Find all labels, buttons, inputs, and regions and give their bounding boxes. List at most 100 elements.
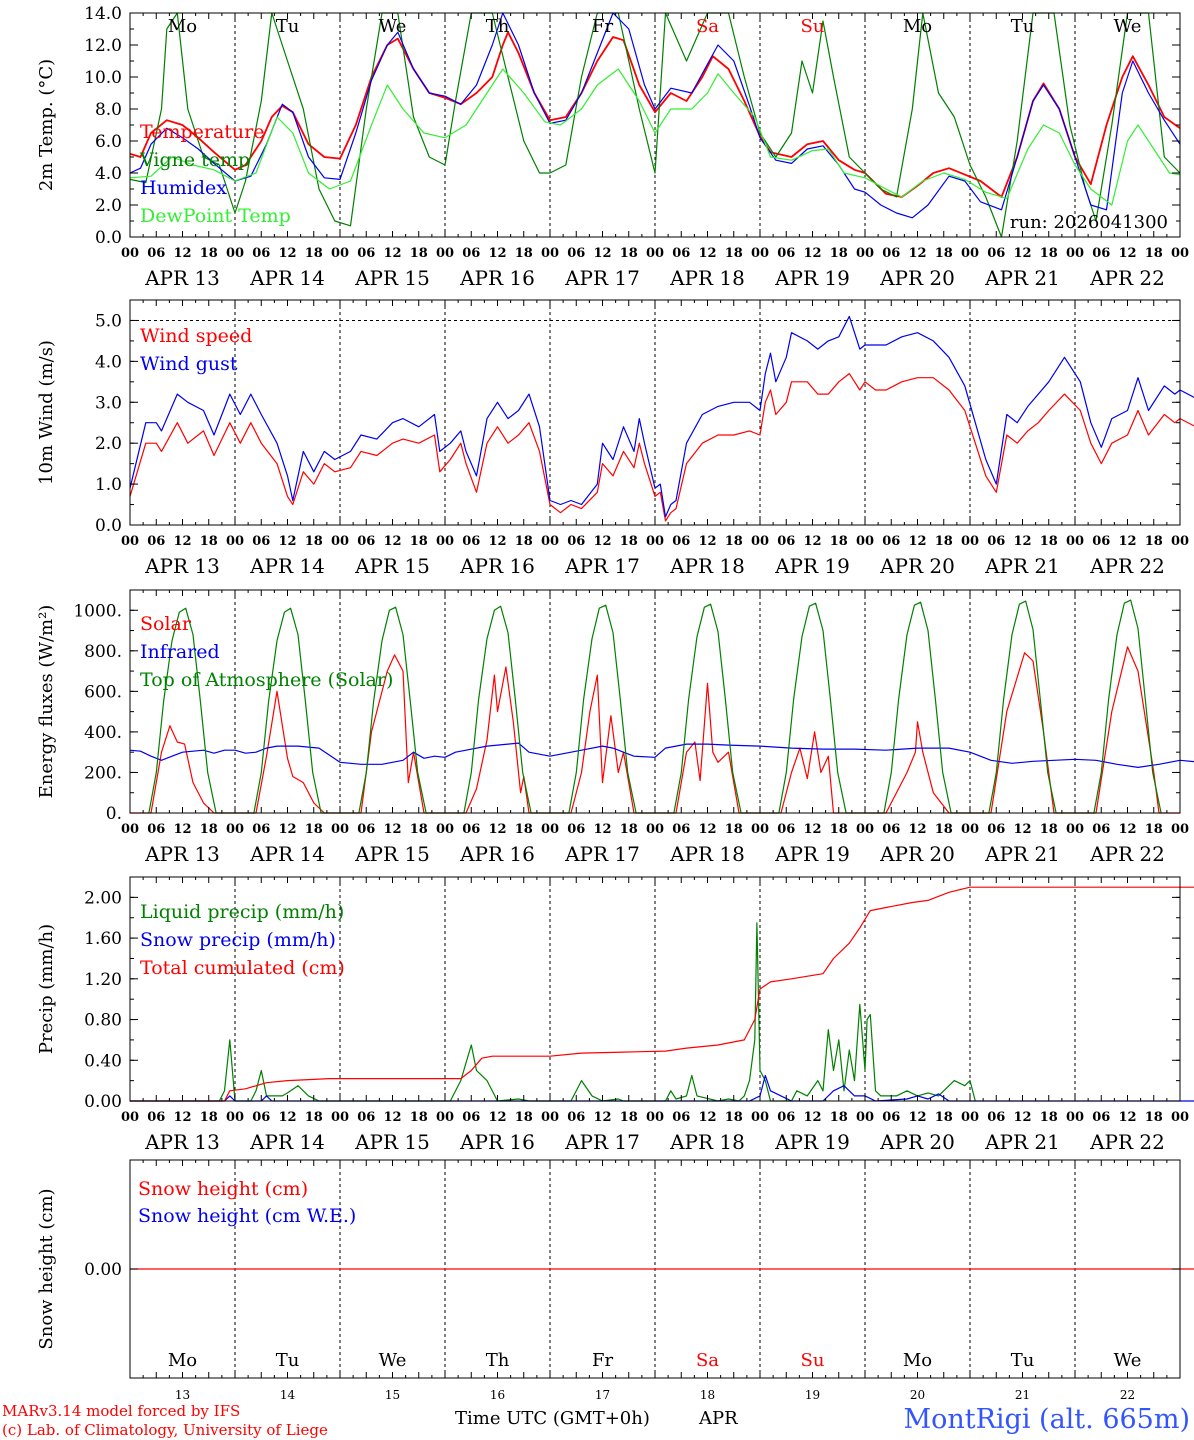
hour-tick-label: 12	[593, 246, 611, 261]
y-tick-label: 0.0	[95, 228, 122, 248]
hour-tick-label: 00	[646, 1110, 664, 1125]
date-label: APR 16	[459, 554, 535, 578]
hour-tick-label: 18	[620, 822, 638, 837]
hour-tick-label: 00	[1066, 822, 1084, 837]
weekday-label: Mo	[903, 1350, 932, 1371]
hour-tick-label: 12	[488, 1110, 506, 1125]
weekday-label: Th	[486, 16, 510, 37]
hour-tick-label: 00	[961, 246, 979, 261]
hour-tick-label: 06	[672, 534, 690, 549]
y-tick-label: 200.	[84, 763, 122, 783]
date-label: APR 14	[249, 842, 325, 866]
panel-1: 0.0 2.0 4.0 6.0 8.0 10.0 12.0 14.0 2m Temp. (°C)…	[36, 4, 1189, 290]
hour-tick-label: 06	[882, 246, 900, 261]
hour-tick-label: 06	[567, 822, 585, 837]
hour-tick-label: 00	[436, 246, 454, 261]
y-tick-label: 1.60	[84, 929, 122, 949]
hour-tick-label: 06	[147, 822, 165, 837]
weekday-label: Mo	[168, 1350, 197, 1371]
panel-5: 0.00 Snow height (cm) Snow height (cm) Snow…	[36, 1159, 1194, 1402]
date-label: APR 17	[564, 266, 640, 290]
hour-tick-label: 18	[410, 1110, 428, 1125]
hour-tick-label: 12	[278, 822, 296, 837]
date-label: APR 20	[879, 266, 955, 290]
hour-tick-label: 18	[410, 534, 428, 549]
hour-tick-label: 12	[383, 1110, 401, 1125]
hour-tick-label: 18	[200, 246, 218, 261]
date-label: APR 22	[1089, 1130, 1165, 1154]
hour-tick-label: 06	[672, 246, 690, 261]
hour-tick-label: 18	[515, 1110, 533, 1125]
date-label: APR 21	[984, 266, 1060, 290]
hour-tick-label: 18	[515, 246, 533, 261]
day-number: 13	[175, 1388, 190, 1402]
day-number: 16	[490, 1388, 505, 1402]
series-line-snow-precip-mm-h-	[130, 1074, 1194, 1102]
hour-tick-label: 12	[173, 246, 191, 261]
date-label: APR 13	[144, 842, 220, 866]
y-axis-label: Snow height (cm)	[36, 1188, 57, 1349]
date-label: APR 14	[249, 266, 325, 290]
day-number: 19	[805, 1388, 820, 1402]
hour-tick-label: 00	[961, 822, 979, 837]
weekday-label: Tu	[1011, 16, 1035, 37]
hour-tick-label: 12	[908, 246, 926, 261]
date-label: APR 15	[354, 1130, 430, 1154]
date-label: APR 18	[669, 842, 745, 866]
date-label: APR 19	[774, 554, 850, 578]
y-axis-label: 2m Temp. (°C)	[36, 59, 57, 191]
y-tick-label: 0.80	[84, 1011, 122, 1031]
hour-tick-label: 06	[357, 246, 375, 261]
y-tick-label: 1.20	[84, 970, 122, 990]
date-label: APR 19	[774, 266, 850, 290]
hour-tick-label: 00	[541, 534, 559, 549]
date-label: APR 15	[354, 554, 430, 578]
hour-tick-label: 12	[803, 246, 821, 261]
series-line-solar	[130, 646, 1180, 814]
hour-tick-label: 00	[226, 1110, 244, 1125]
hour-tick-label: 00	[331, 1110, 349, 1125]
run-annotation: run: 2026041300	[1010, 212, 1168, 233]
date-label: APR 14	[249, 1130, 325, 1154]
weekday-label: Th	[486, 1350, 510, 1371]
date-label: APR 16	[459, 1130, 535, 1154]
hour-tick-label: 00	[121, 534, 139, 549]
hour-tick-label: 00	[121, 1110, 139, 1125]
hour-tick-label: 06	[462, 1110, 480, 1125]
weekday-label: Su	[801, 16, 825, 37]
hour-tick-label: 18	[830, 1110, 848, 1125]
hour-tick-label: 06	[567, 1110, 585, 1125]
hour-tick-label: 12	[698, 1110, 716, 1125]
hour-tick-label: 00	[331, 534, 349, 549]
panel-2: 0.0 1.0 2.0 3.0 4.0 5.0 10m Wind (m/s) Wind spe…	[36, 299, 1194, 578]
hour-tick-label: 06	[567, 246, 585, 261]
date-label: APR 21	[984, 842, 1060, 866]
hour-tick-label: 06	[987, 1110, 1005, 1125]
series-line-dewpoint-temp	[129, 68, 1181, 206]
series-line-total-cumulated-cm-	[130, 886, 1194, 1102]
hour-tick-label: 18	[305, 246, 323, 261]
day-number: 15	[385, 1388, 400, 1402]
hour-tick-label: 00	[541, 246, 559, 261]
hour-tick-label: 18	[305, 822, 323, 837]
hour-tick-label: 18	[515, 822, 533, 837]
hour-tick-label: 12	[908, 822, 926, 837]
weekday-label: Tu	[1011, 1350, 1035, 1371]
hour-tick-label: 18	[410, 822, 428, 837]
hour-tick-label: 00	[751, 822, 769, 837]
series-line-wind-speed	[129, 373, 1194, 522]
hour-tick-label: 06	[1092, 822, 1110, 837]
hour-tick-label: 12	[803, 822, 821, 837]
hour-tick-label: 12	[278, 246, 296, 261]
hour-tick-label: 12	[1118, 822, 1136, 837]
y-tick-label: 8.0	[95, 100, 122, 120]
hour-tick-label: 00	[1066, 1110, 1084, 1125]
hour-tick-label: 18	[935, 534, 953, 549]
hour-tick-label: 12	[488, 822, 506, 837]
hour-tick-label: 00	[436, 534, 454, 549]
hour-tick-label: 06	[1092, 534, 1110, 549]
hour-tick-label: 06	[777, 246, 795, 261]
hour-tick-label: 12	[698, 246, 716, 261]
series-line-liquid-precip-mm-h-	[130, 922, 976, 1102]
